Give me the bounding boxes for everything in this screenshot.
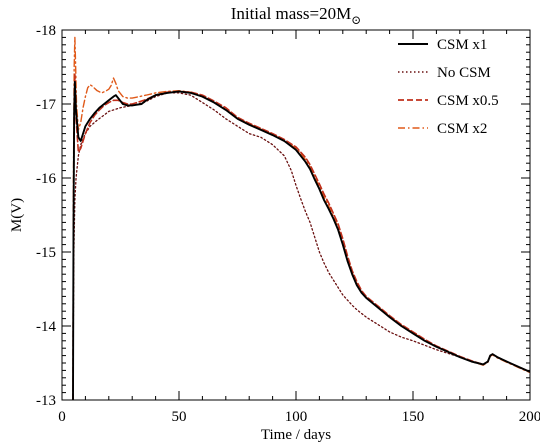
y-tick-label: -16 (36, 171, 56, 187)
x-tick-label: 100 (285, 409, 308, 425)
chart-title: Initial mass=20M⊙ (231, 4, 362, 27)
axis-ticks: 0 50 100 150 200 -18 -17 -16 -15 -14 -13 (36, 23, 540, 425)
legend: CSM x1 No CSM CSM x0.5 CSM x2 (398, 37, 499, 137)
legend-label: No CSM (437, 65, 491, 81)
legend-label: CSM x2 (437, 121, 487, 137)
y-tick-label: -17 (36, 97, 56, 113)
plot-frame (61, 29, 531, 401)
x-tick-label: 200 (519, 409, 540, 425)
chart-title-subscript: ⊙ (351, 13, 361, 27)
x-tick-label: 50 (172, 409, 187, 425)
x-axis-label: Time / days (261, 427, 331, 442)
series-line-csm-x2 (72, 36, 530, 400)
legend-label: CSM x0.5 (437, 93, 499, 109)
legend-label: CSM x1 (437, 37, 487, 53)
x-tick-label: 150 (402, 409, 425, 425)
y-axis-label: M(V) (9, 198, 25, 232)
y-tick-label: -13 (36, 393, 56, 409)
series-line-csm-x1 (72, 80, 530, 400)
chart-title-main: Initial mass=20M (231, 4, 352, 23)
y-tick-label: -14 (36, 319, 56, 335)
x-tick-label: 0 (58, 409, 66, 425)
series-layer (72, 36, 530, 400)
y-tick-label: -15 (36, 245, 56, 261)
series-line-no-csm (72, 92, 530, 400)
y-tick-label: -18 (36, 23, 56, 39)
